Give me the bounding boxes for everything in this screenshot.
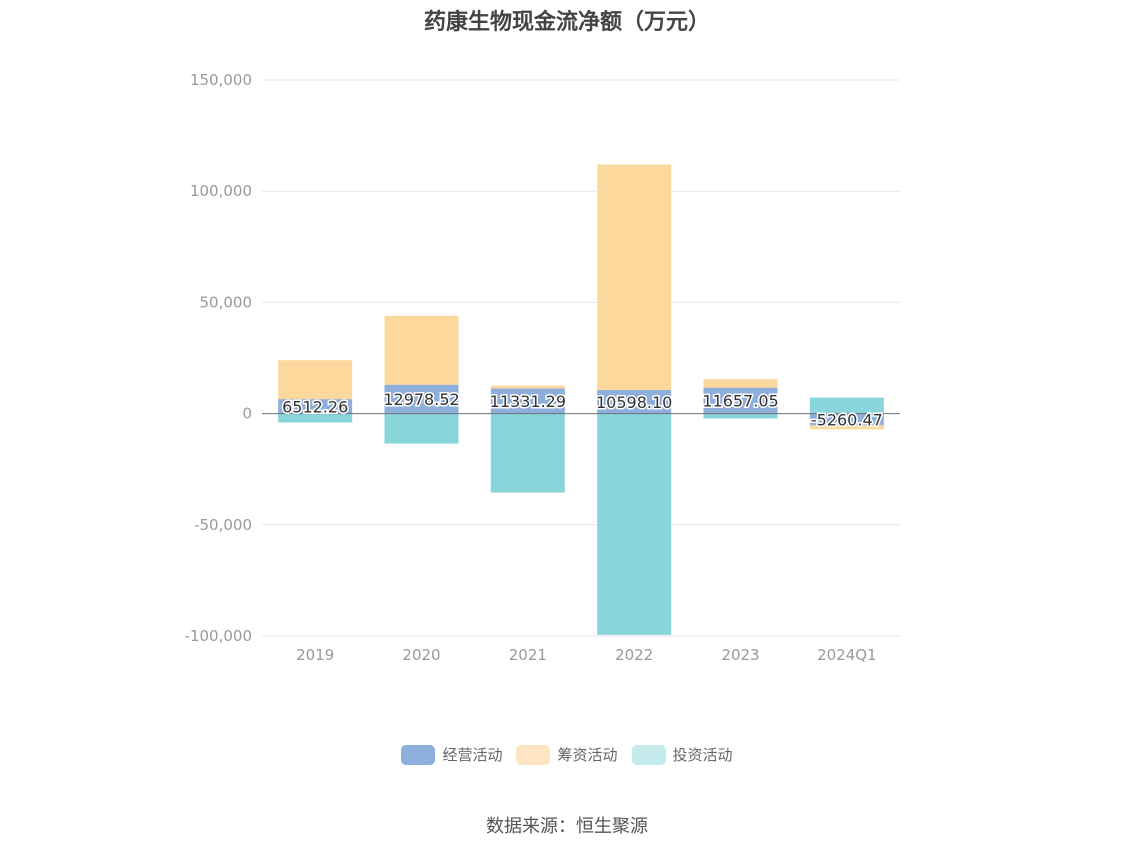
legend-item-financing[interactable]: 筹资活动 bbox=[516, 744, 618, 765]
bar-investing-2024Q1 bbox=[809, 397, 884, 414]
y-tick-label: 150,000 bbox=[190, 71, 252, 89]
legend-item-operating[interactable]: 经营活动 bbox=[401, 744, 502, 765]
bar-investing-2022 bbox=[597, 413, 672, 635]
x-tick-label: 2019 bbox=[296, 646, 334, 664]
y-tick-label: -100,000 bbox=[185, 627, 252, 645]
bars bbox=[278, 164, 884, 635]
data-label: -5260.47 bbox=[811, 410, 883, 429]
bar-investing-2023 bbox=[703, 413, 778, 419]
data-label: 10598.10 bbox=[596, 393, 672, 412]
x-tick-label: 2022 bbox=[615, 646, 653, 664]
data-labels: 6512.26 12978.52 11331.29 10598.10 11657.05 -… bbox=[281, 389, 885, 431]
grid-lines bbox=[262, 79, 900, 637]
chart-title: 药康生物现金流净额（万元） bbox=[423, 10, 710, 35]
data-label: 11657.05 bbox=[702, 392, 778, 411]
bar-financing-2024Q1 bbox=[809, 425, 884, 430]
legend-swatch-financing bbox=[516, 744, 551, 765]
x-tick-label: 2020 bbox=[402, 646, 440, 664]
bar-operating-2022 bbox=[597, 390, 672, 414]
legend-label-investing: 投资活动 bbox=[672, 746, 733, 764]
source-note: 数据来源：恒生聚源 bbox=[486, 816, 648, 837]
data-label: 12978.52 bbox=[383, 390, 459, 409]
bar-operating-2021 bbox=[490, 388, 565, 414]
data-label: 6512.26 bbox=[282, 397, 348, 416]
data-label: 11331.29 bbox=[490, 392, 566, 411]
bar-financing-2022 bbox=[597, 164, 672, 391]
axes: 150,000 100,000 50,000 0 -50,000 -100,000 2019… bbox=[185, 71, 900, 664]
bar-investing-2020 bbox=[384, 413, 459, 444]
bar-investing-2021 bbox=[490, 413, 565, 493]
x-tick-label: 2021 bbox=[509, 646, 547, 664]
bar-operating-2023 bbox=[703, 387, 778, 414]
y-tick-label: 0 bbox=[242, 405, 252, 423]
bar-financing-2023 bbox=[703, 379, 778, 388]
legend-label-financing: 筹资活动 bbox=[557, 746, 618, 764]
bar-financing-2020 bbox=[384, 315, 459, 385]
legend-swatch-investing bbox=[631, 744, 666, 765]
y-tick-label: 50,000 bbox=[200, 293, 253, 311]
x-tick-label: 2023 bbox=[721, 646, 759, 664]
bar-operating-2024Q1 bbox=[809, 413, 884, 426]
y-tick-label: -50,000 bbox=[194, 516, 252, 534]
bar-financing-2021 bbox=[490, 385, 565, 389]
bar-operating-2019 bbox=[278, 399, 353, 414]
x-tick-label: 2024Q1 bbox=[817, 646, 877, 664]
bar-operating-2020 bbox=[384, 384, 459, 414]
y-tick-label: 100,000 bbox=[190, 182, 252, 200]
bar-financing-2019 bbox=[278, 360, 353, 400]
legend: 经营活动 筹资活动 投资活动 bbox=[0, 744, 1134, 765]
legend-item-investing[interactable]: 投资活动 bbox=[631, 744, 733, 765]
bar-investing-2019 bbox=[278, 413, 353, 423]
legend-swatch-operating bbox=[401, 744, 436, 765]
legend-label-operating: 经营活动 bbox=[442, 746, 503, 764]
chart-plot: 150,000 100,000 50,000 0 -50,000 -100,000 2019… bbox=[185, 71, 900, 664]
